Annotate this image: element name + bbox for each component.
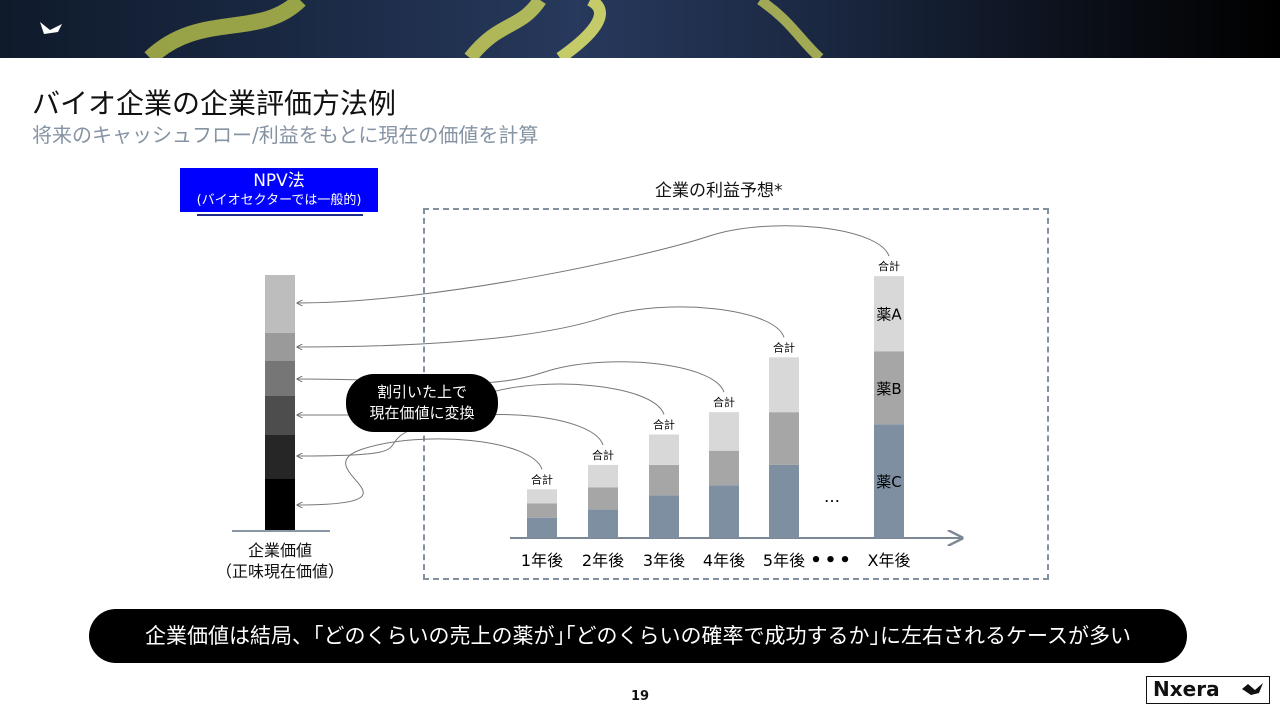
npv-segment	[265, 361, 295, 396]
total-label: 合計	[653, 417, 675, 431]
npv-stack	[265, 275, 295, 531]
bar-segment	[588, 464, 618, 488]
bar-segment	[709, 412, 739, 451]
total-label: 合計	[592, 448, 614, 462]
bar-segment	[874, 424, 904, 538]
bar-series	[527, 276, 904, 538]
npv-segment	[265, 275, 295, 333]
connector-line	[297, 225, 890, 303]
bar-segment	[527, 503, 557, 518]
company-value-line1: 企業価値	[247, 541, 312, 560]
callout-line1: 割引いた上で	[376, 383, 467, 401]
npv-segment	[265, 333, 295, 361]
bar-segment	[649, 495, 679, 538]
bar-segment	[649, 434, 679, 465]
npv-method-box: NPV法 (バイオセクターでは一般的)	[180, 168, 378, 212]
series-label: 薬A	[876, 306, 902, 324]
x-tick-label: 5年後	[763, 551, 805, 570]
bar-segment	[874, 351, 904, 425]
total-label: 合計	[531, 472, 553, 486]
bar-segment	[527, 517, 557, 538]
bar-labels: 1年後 合計 2年後 合計 3年後 合計 4年後 合計 5年後 合計 ••• … X年後 薬C 薬B 薬A 合計	[521, 259, 911, 571]
series-label: 薬B	[876, 380, 901, 398]
header-banner	[0, 0, 1280, 58]
x-tick-label: 1年後	[521, 551, 563, 570]
npv-underline	[197, 214, 363, 216]
npv-segment	[265, 435, 295, 479]
ellipsis-mid: …	[824, 487, 840, 506]
company-value-label: 企業価値 （正味現在価値）	[205, 540, 355, 582]
total-label: 合計	[878, 259, 900, 273]
npv-segment	[265, 479, 295, 531]
logo-text: Nxera	[1153, 677, 1220, 701]
bar-segment	[709, 450, 739, 486]
chart-title: 企業の利益予想*	[655, 181, 783, 201]
bar-segment	[709, 485, 739, 538]
logo-mark-icon	[1242, 683, 1263, 695]
page-number: 19	[630, 689, 650, 704]
x-tick-label: 2年後	[582, 551, 624, 570]
banner-logo-icon	[40, 22, 62, 34]
bar-segment	[527, 489, 557, 504]
company-logo: Nxera	[1146, 676, 1270, 704]
x-tick-label: •••	[810, 550, 854, 571]
x-tick-label: X年後	[868, 551, 911, 570]
bar-segment	[769, 412, 799, 465]
company-value-line2: （正味現在価値）	[215, 562, 344, 581]
npv-sublabel: (バイオセクターでは一般的)	[196, 193, 362, 208]
total-label: 合計	[713, 395, 735, 409]
bar-segment	[649, 464, 679, 496]
x-tick-label: 4年後	[703, 551, 745, 570]
bar-segment	[588, 487, 618, 510]
banner-image	[40, 0, 824, 58]
total-label: 合計	[773, 340, 795, 354]
npv-label: NPV法	[253, 171, 305, 191]
series-label: 薬C	[876, 473, 901, 491]
connector-line	[297, 438, 543, 505]
callout-line2: 現在価値に変換	[369, 404, 475, 422]
key-message: 企業価値は結局、｢どのくらいの売上の薬が｣｢どのくらいの確率で成功するか｣に左右…	[89, 609, 1187, 663]
bar-segment	[769, 357, 799, 413]
discount-callout: 割引いた上で 現在価値に変換	[346, 374, 498, 432]
page-title: バイオ企業の企業評価方法例	[32, 87, 397, 120]
bar-segment	[769, 464, 799, 538]
discount-connectors	[297, 225, 890, 505]
bar-segment	[588, 509, 618, 538]
npv-segment	[265, 396, 295, 435]
connector-line	[297, 306, 785, 347]
page-subtitle: 将来のキャッシュフロー/利益をもとに現在の価値を計算	[32, 123, 539, 147]
x-tick-label: 3年後	[643, 551, 685, 570]
bar-segment	[874, 276, 904, 352]
